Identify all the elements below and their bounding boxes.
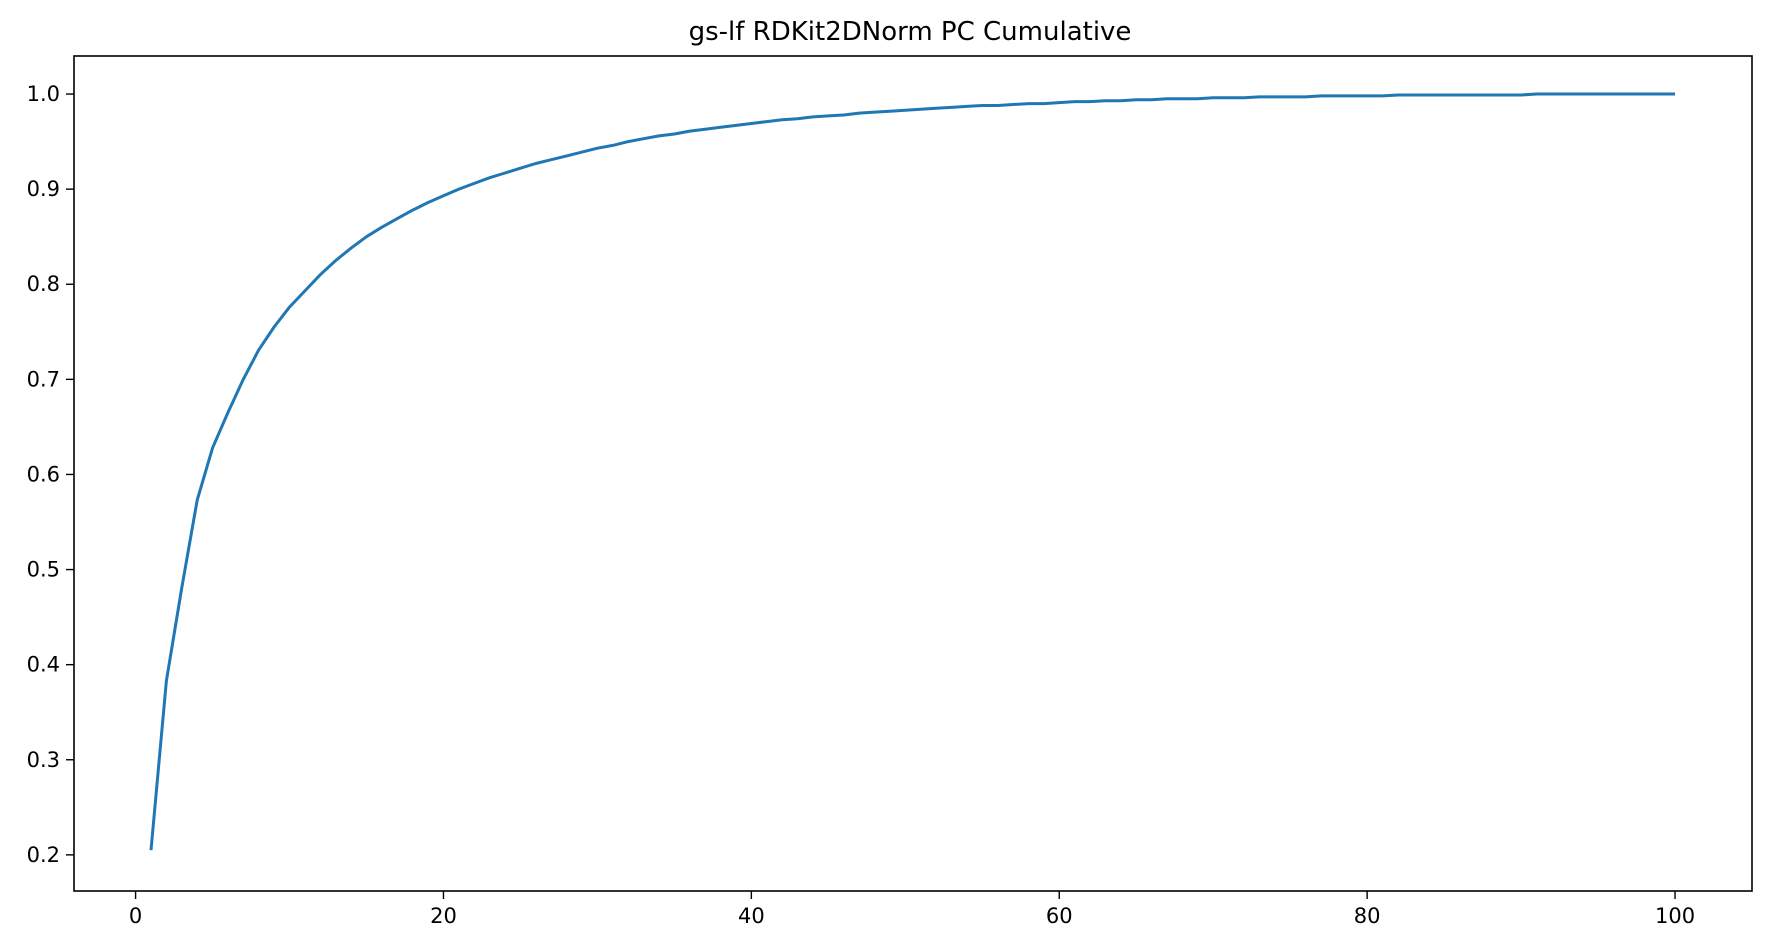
y-tick-label: 1.0	[27, 82, 60, 106]
x-tick-label: 80	[1354, 904, 1381, 928]
y-tick-label: 0.7	[27, 367, 60, 391]
axes-frame	[73, 55, 1753, 892]
x-tick-label: 20	[430, 904, 457, 928]
y-tick-label: 0.4	[27, 653, 60, 677]
y-tick-label: 0.3	[27, 748, 60, 772]
x-tick-label: 100	[1655, 904, 1695, 928]
x-tick-label: 0	[129, 904, 142, 928]
x-axis: 0 20 40 60 80 100	[129, 891, 1695, 928]
x-tick-label: 40	[738, 904, 765, 928]
plot-area	[149, 92, 1675, 851]
y-tick-label: 0.5	[27, 558, 60, 582]
x-tick-label: 60	[1046, 904, 1073, 928]
y-tick-label: 0.2	[27, 843, 60, 867]
y-tick-label: 0.8	[27, 272, 60, 296]
series-line	[149, 92, 1675, 851]
chart-title: gs-lf RDKit2DNorm PC Cumulative	[689, 17, 1132, 47]
y-tick-label: 0.6	[27, 462, 60, 486]
y-axis: 0.2 0.3 0.4 0.5 0.6 0.7 0.8 0.9 1.0	[27, 82, 74, 867]
y-tick-label: 0.9	[27, 177, 60, 201]
